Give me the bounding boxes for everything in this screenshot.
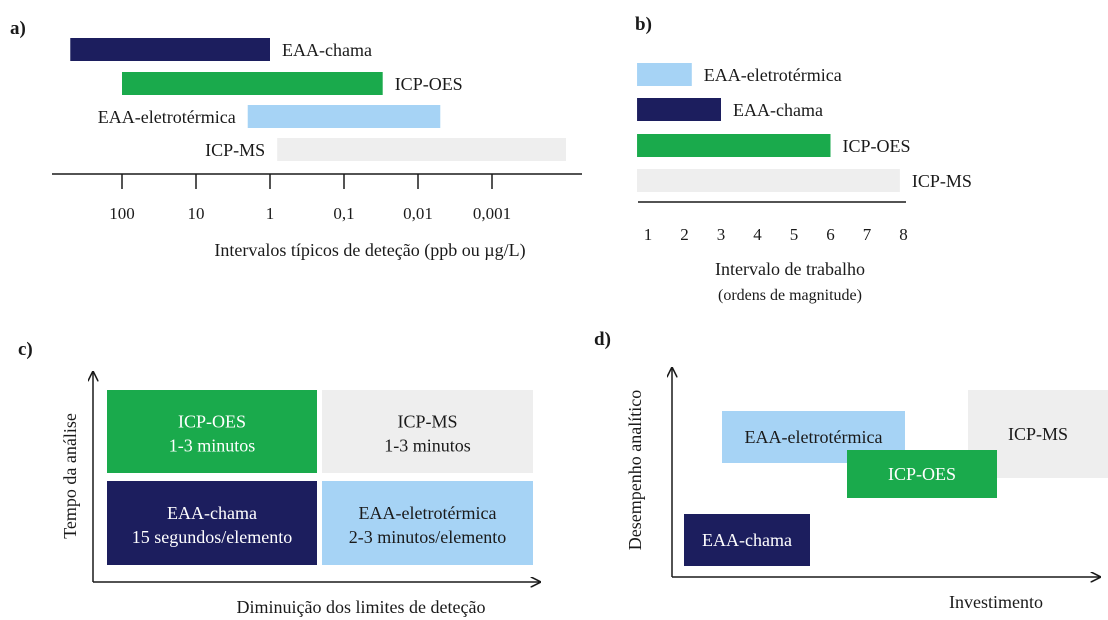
y-label-c: Tempo da análise [60,413,80,539]
bar-a-eaa-chama [70,38,271,61]
tick-label-b: 1 [644,225,653,244]
bar-b-eaa-chama [637,98,721,121]
axis-sublabel-b: (ordens de magnitude) [718,287,862,304]
bar-b-icp-oes [637,134,831,157]
panel-label-d: d) [594,329,611,350]
tick-label-a: 10 [188,204,205,223]
tick-label-b: 3 [717,225,726,244]
box-label-d-eaa-eletrotermica: EAA-eletrotérmica [745,427,883,447]
bar-a-icp-oes [122,72,383,95]
tick-label-b: 7 [863,225,872,244]
cell-title-c-eaa-chama: EAA-chama [167,503,257,523]
bar-a-icp-ms [277,138,566,161]
panel-a: a) EAA-chama ICP-OES EAA-eletrotérmica ICP-… [10,18,582,261]
tick-label-b: 5 [790,225,799,244]
tick-label-a: 0,1 [333,204,354,223]
bar-label-b-eaa-eletrotermica: EAA-eletrotérmica [704,65,842,85]
cell-c-eaa-eletrotermica [322,481,533,565]
bar-label-a-eaa-chama: EAA-chama [282,40,372,60]
box-label-d-icp-oes: ICP-OES [888,464,956,484]
panel-b: b) EAA-eletrotérmica EAA-chama ICP-OESICP-… [635,14,972,304]
bar-label-a-eaa-eletrotermica: EAA-eletrotérmica [98,107,236,127]
bar-a-eaa-eletrotermica [247,105,441,128]
cell-title-c-icp-ms: ICP-MS [397,412,457,432]
axis-label-a: Intervalos típicos de deteção (ppb ou µg… [214,240,525,261]
panel-label-b: b) [635,14,652,35]
tick-label-b: 4 [753,225,762,244]
x-label-d: Investimento [949,592,1043,612]
cell-c-eaa-chama [107,481,317,565]
cell-c-icp-oes [107,390,317,473]
box-d-icp-oes [847,450,997,498]
panel-c: c) ICP-OES 1-3 minutos ICP-MS 1-3 minutos EA… [18,339,540,617]
bar-b-icp-ms [637,169,900,192]
cell-title-c-icp-oes: ICP-OES [178,412,246,432]
x-label-c: Diminuição dos limites de deteção [237,597,486,617]
tick-label-b: 6 [826,225,835,244]
tick-label-b: 8 [899,225,908,244]
cell-detail-c-eaa-chama: 15 segundos/elemento [132,527,292,547]
tick-label-b: 2 [680,225,689,244]
panel-label-c: c) [18,339,33,360]
panel-label-a: a) [10,18,26,39]
tick-label-a: 1 [266,204,275,223]
panel-d: d) EAA-chama EAA-eletrotérmica ICP-MS ICP-O… [594,329,1108,612]
bar-label-b-eaa-chama: EAA-chama [733,100,823,120]
cell-title-c-eaa-eletrotermica: EAA-eletrotérmica [359,503,497,523]
bar-b-eaa-eletrotermica [637,63,692,86]
cell-detail-c-icp-oes: 1-3 minutos [169,436,256,456]
box-d-eaa-chama [684,514,810,566]
axis-label-b: Intervalo de trabalho [715,259,865,279]
bar-label-b-icp-oes: ICP-OES [843,136,911,156]
box-label-d-icp-ms: ICP-MS [1008,424,1068,444]
cell-c-icp-ms [322,390,533,473]
box-label-d-eaa-chama: EAA-chama [702,530,792,550]
tick-label-a: 0,001 [473,204,511,223]
bar-label-a-icp-oes: ICP-OES [395,74,463,94]
bar-label-b-icp-ms: ICP-MS [912,171,972,191]
tick-label-a: 0,01 [403,204,433,223]
bar-label-a-icp-ms: ICP-MS [205,140,265,160]
cell-detail-c-icp-ms: 1-3 minutos [384,436,471,456]
tick-label-a: 100 [109,204,135,223]
cell-detail-c-eaa-eletrotermica: 2-3 minutos/elemento [349,527,506,547]
y-label-d: Desempenho analítico [625,390,645,550]
